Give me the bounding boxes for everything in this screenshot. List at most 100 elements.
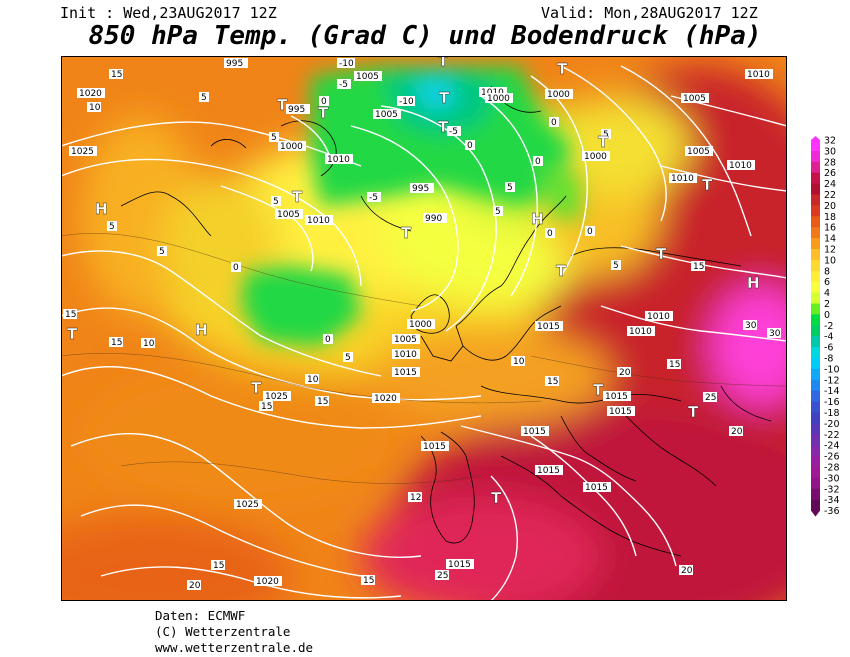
svg-text:1015: 1015: [609, 407, 632, 417]
colorbar-swatch: [811, 150, 820, 163]
svg-text:5: 5: [201, 93, 207, 103]
temp-label: -10: [337, 58, 355, 69]
pressure-label: 1015: [603, 391, 631, 402]
colorbar-min-arrow: [811, 510, 820, 517]
colorbar-tick-label: -16: [824, 397, 840, 408]
temperature-labels: 15 10 5 0 -5 -10 -10 -5 0 5 5 0 5 0 -5 0…: [63, 58, 781, 591]
svg-text:1010: 1010: [729, 161, 752, 171]
svg-text:1010: 1010: [629, 327, 652, 337]
temp-label: 20: [617, 367, 631, 378]
temp-label: 15: [315, 396, 329, 407]
colorbar-swatch: [811, 259, 820, 272]
coastlines: [120, 85, 772, 557]
svg-text:1000: 1000: [280, 142, 303, 152]
svg-text:1005: 1005: [375, 110, 398, 120]
pressure-label: 1010: [745, 69, 773, 80]
colorbar-swatch: [811, 456, 820, 468]
colorbar-swatch: [811, 314, 820, 326]
pressure-label: 1005: [685, 146, 713, 157]
svg-text:1005: 1005: [277, 210, 300, 220]
temp-label: 20: [187, 580, 201, 591]
temp-label: -5: [367, 192, 381, 203]
temp-label: 0: [465, 140, 475, 151]
svg-text:5: 5: [613, 261, 619, 271]
temp-label: 10: [511, 356, 525, 367]
svg-text:10: 10: [307, 375, 319, 385]
temp-label: -5: [447, 126, 461, 137]
colorbar-swatch: [811, 194, 820, 206]
temp-label: 15: [667, 359, 681, 370]
low-marker: T: [438, 118, 449, 136]
data-source: Daten: ECMWF: [155, 608, 246, 623]
svg-text:0: 0: [325, 335, 331, 345]
svg-text:1020: 1020: [374, 394, 397, 404]
high-marker: H: [531, 210, 544, 228]
svg-text:15: 15: [669, 360, 680, 370]
colorbar-swatch: [811, 358, 820, 370]
colorbar-tick-label: 24: [824, 179, 836, 190]
colorbar-swatch: [811, 227, 820, 239]
svg-text:-5: -5: [369, 193, 378, 203]
svg-text:15: 15: [317, 397, 328, 407]
colorbar-swatch: [811, 205, 820, 217]
low-marker: T: [556, 262, 567, 280]
low-marker: T: [598, 133, 609, 151]
low-marker: T: [702, 176, 713, 194]
svg-text:25: 25: [705, 393, 716, 403]
svg-text:1025: 1025: [265, 392, 288, 402]
svg-text:20: 20: [731, 427, 743, 437]
colorbar-swatch: [811, 412, 820, 424]
svg-text:1010: 1010: [747, 70, 770, 80]
colorbar-swatch: [811, 216, 820, 228]
temp-label: 30: [743, 320, 757, 331]
pressure-label: 1010: [392, 349, 420, 360]
colorbar-tick-label: 18: [824, 212, 836, 223]
colorbar-swatch: [811, 477, 820, 490]
pressure-label: 995: [224, 58, 248, 69]
temp-label: 30: [767, 328, 781, 339]
svg-text:1000: 1000: [409, 320, 432, 330]
pressure-label: 1000: [407, 319, 435, 330]
colorbar-tick-label: 12: [824, 245, 836, 256]
temp-label: 0: [545, 228, 555, 239]
colorbar-tick-label: -26: [824, 452, 840, 463]
colorbar-tick-label: 28: [824, 157, 836, 168]
low-marker: T: [593, 381, 604, 399]
temp-label: 15: [545, 376, 559, 387]
colorbar-tick-label: 26: [824, 168, 836, 179]
colorbar-swatch: [811, 172, 820, 184]
svg-text:1015: 1015: [448, 560, 471, 570]
colorbar-tick-label: -2: [824, 321, 833, 332]
pressure-label: 1005: [275, 209, 303, 220]
colorbar-ticks: 32302826242220181614121086420-2-4-6-8-10…: [824, 136, 840, 517]
colorbar-tick-label: -30: [824, 473, 840, 484]
low-marker: T: [401, 224, 412, 242]
low-marker: T: [318, 104, 329, 122]
svg-text:1005: 1005: [687, 147, 710, 157]
temp-label: 5: [505, 182, 515, 193]
colorbar-tick-label: -18: [824, 408, 840, 419]
low-marker: T: [491, 489, 502, 507]
colorbar-tick-label: 20: [824, 201, 836, 212]
svg-text:0: 0: [233, 263, 239, 273]
colorbar-swatch: [811, 467, 820, 479]
colorbar-tick-label: -32: [824, 484, 840, 495]
colorbar-swatches: [811, 136, 820, 517]
svg-text:5: 5: [273, 197, 279, 207]
temp-label: 25: [435, 570, 449, 581]
temp-label: 0: [533, 156, 543, 167]
colorbar-tick-label: -6: [824, 343, 833, 354]
temp-label: 0: [549, 117, 559, 128]
svg-text:990: 990: [425, 214, 442, 224]
colorbar-swatch: [811, 249, 820, 261]
svg-text:0: 0: [587, 227, 593, 237]
svg-text:1010: 1010: [647, 312, 670, 322]
svg-text:1015: 1015: [394, 368, 417, 378]
svg-text:1025: 1025: [71, 147, 94, 157]
svg-text:995: 995: [412, 184, 429, 194]
pressure-label: 1010: [669, 173, 697, 184]
colorbar-tick-label: 6: [824, 277, 830, 288]
colorbar-tick-label: 14: [824, 234, 836, 245]
pressure-label: 1010: [305, 215, 333, 226]
init-time-label: Init : Wed,23AUG2017 12Z: [60, 4, 277, 22]
